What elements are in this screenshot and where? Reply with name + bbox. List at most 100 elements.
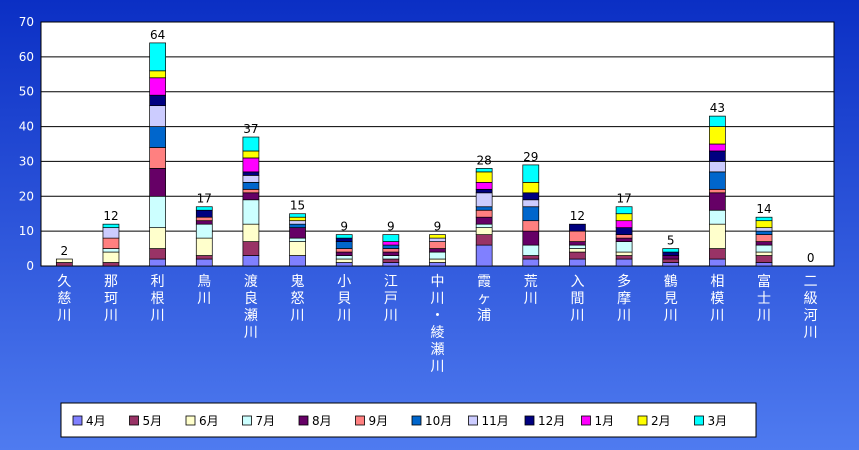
legend-swatch	[242, 415, 252, 426]
total-label: 43	[710, 101, 725, 115]
legend-label: 9月	[369, 414, 389, 428]
bar-segment	[475, 227, 493, 235]
legend-label: 2月	[651, 414, 671, 428]
y-tick-label: 70	[19, 15, 34, 29]
x-tick-label: 入	[570, 274, 584, 290]
legend-label: 5月	[143, 414, 163, 428]
legend-label: 12月	[538, 414, 565, 428]
bar-segment	[755, 255, 773, 263]
bar-segment	[475, 216, 493, 225]
x-tick-label: 模	[710, 291, 724, 307]
legend-label: 4月	[86, 414, 106, 428]
y-tick-label: 60	[19, 50, 34, 64]
x-tick-label: 瀬	[431, 342, 445, 358]
bar-segment	[55, 262, 73, 267]
bar-segment	[475, 168, 493, 173]
total-label: 28	[477, 153, 492, 167]
x-tick-label: 川	[524, 291, 538, 307]
legend-swatch	[524, 415, 535, 426]
x-tick-label: 瀬	[244, 308, 258, 324]
x-tick-label: 川	[757, 308, 771, 324]
x-tick-label: 富	[757, 273, 771, 290]
bar-segment	[149, 42, 166, 72]
x-tick-label: 根	[151, 291, 165, 307]
x-tick-label: 摩	[617, 290, 631, 307]
bar-segment	[242, 192, 260, 201]
plot-area	[40, 21, 835, 267]
legend-item: 2月	[637, 414, 671, 428]
bar-segment	[102, 251, 120, 263]
bar-segment	[615, 241, 633, 253]
legend-label: 11月	[482, 414, 509, 428]
bar-segment	[382, 251, 400, 256]
y-tick-label: 30	[19, 154, 34, 168]
total-label: 37	[243, 122, 258, 136]
bar-segment	[149, 94, 166, 107]
x-tick-label: ヶ	[477, 291, 491, 307]
bar-segment	[382, 258, 400, 263]
bar-segment	[149, 248, 166, 260]
bar-segment	[755, 241, 773, 246]
legend-swatch	[355, 415, 365, 426]
bar-segment	[195, 258, 213, 267]
legend-item: 8月	[298, 414, 332, 428]
x-tick-label: 川	[570, 308, 584, 324]
bar-segment	[429, 258, 446, 263]
y-tick-label: 0	[26, 259, 34, 273]
bar-segment	[289, 213, 306, 218]
legend-label: 3月	[708, 414, 728, 428]
bar-segment	[522, 181, 540, 194]
legend-swatch	[411, 415, 422, 426]
bar-segment	[522, 220, 540, 232]
x-tick-label: 川	[57, 308, 71, 324]
bar-segment	[569, 258, 586, 267]
bar-segment	[242, 150, 260, 159]
bar-segment	[289, 227, 306, 239]
bar-segment	[569, 230, 586, 242]
bar-segment	[475, 223, 493, 229]
x-tick-label: 川	[710, 308, 724, 324]
total-label: 17	[616, 192, 631, 206]
x-tick-label: 川	[431, 359, 445, 375]
legend-item: 5月	[129, 414, 163, 428]
x-tick-label: 鳥	[197, 274, 211, 290]
bar-segment	[522, 192, 540, 201]
total-label: 12	[103, 209, 118, 223]
bar-segment	[382, 244, 400, 249]
bar-segment	[569, 241, 586, 246]
legend-swatch	[468, 415, 478, 426]
bar-segment	[662, 255, 680, 260]
x-tick-label: 久	[57, 274, 71, 290]
bar-segment	[522, 258, 540, 267]
bar-segment	[382, 241, 400, 246]
bar-segment	[522, 164, 540, 183]
bar-segment	[569, 244, 586, 249]
bar-segment	[755, 234, 773, 242]
bar-segment	[429, 241, 446, 249]
bar-segment	[709, 171, 726, 190]
bar-segment	[615, 206, 633, 215]
bar-segment	[662, 262, 680, 267]
bar-segment	[709, 150, 726, 162]
bar-segment	[149, 195, 166, 229]
bar-segment	[615, 234, 633, 239]
x-tick-label: 川	[431, 291, 445, 307]
bar-segment	[522, 230, 540, 246]
x-tick-label: 怒	[291, 291, 305, 307]
bar-segment	[475, 244, 493, 267]
bar-segment	[149, 227, 166, 249]
legend-label: 10月	[425, 414, 452, 428]
bar-segment	[195, 255, 213, 260]
y-tick-label: 40	[19, 120, 34, 134]
bar-segment	[475, 206, 493, 211]
legend-item: 12月	[524, 414, 565, 428]
x-tick-label: 江	[384, 274, 398, 290]
legend-swatch	[694, 415, 704, 426]
x-tick-label: 那	[104, 274, 118, 290]
total-label: 12	[570, 209, 585, 223]
bar-segment	[615, 255, 633, 260]
bar-segment	[615, 237, 633, 242]
legend-label: 6月	[199, 414, 219, 428]
bar-segment	[475, 192, 493, 208]
